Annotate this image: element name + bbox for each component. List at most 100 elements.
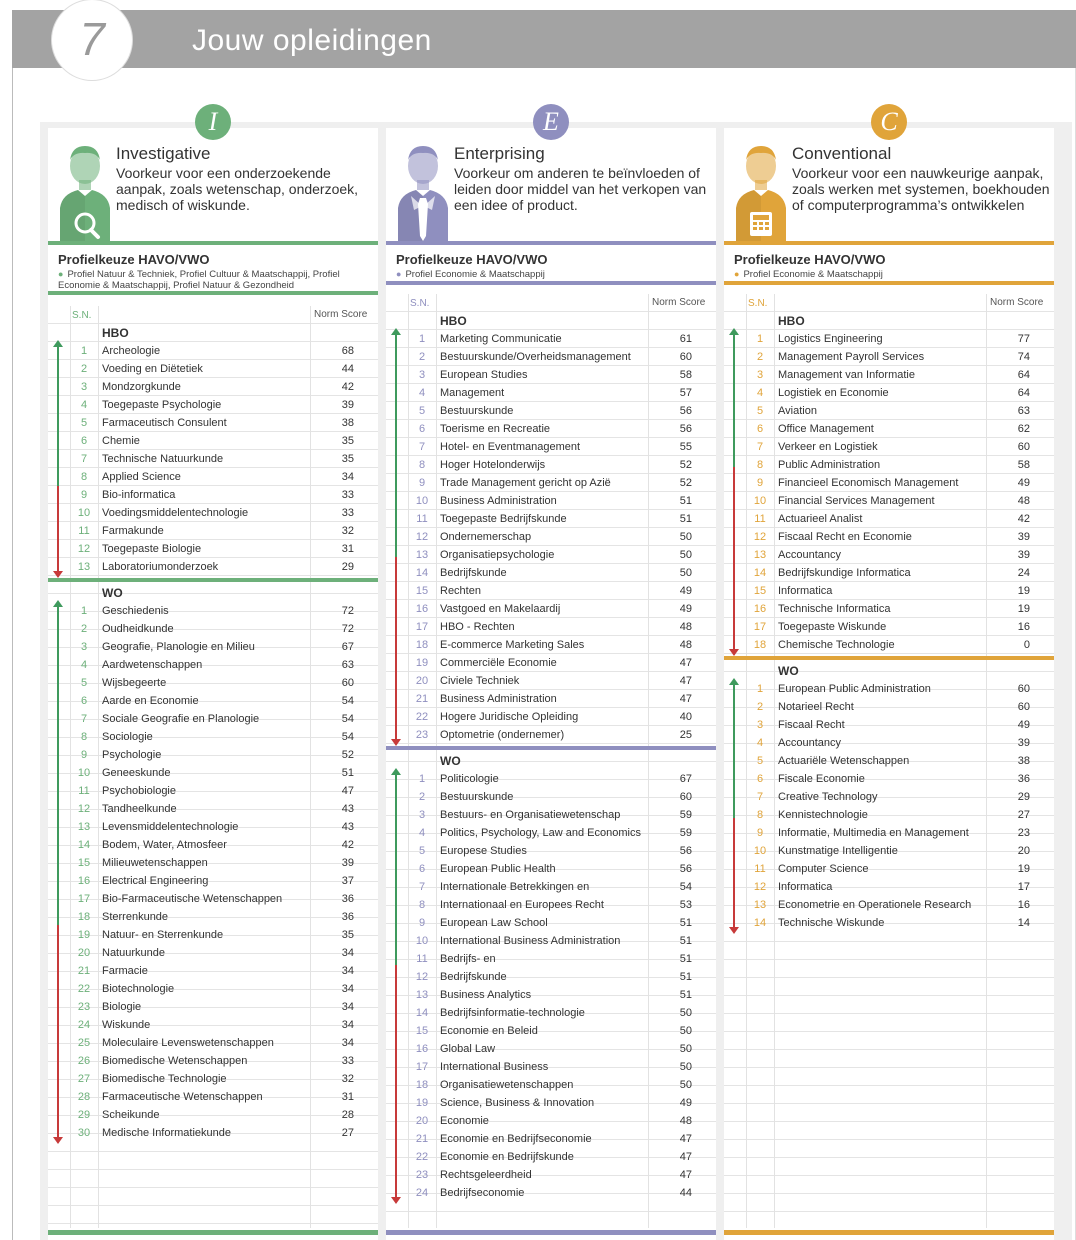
row-number: 16 xyxy=(415,603,429,615)
row-number: 7 xyxy=(756,441,764,453)
table-row: 12 Ondernemerschap 50 xyxy=(386,528,716,546)
table-row: 26 Biomedische Wetenschappen 33 xyxy=(48,1052,378,1070)
table-row: 15 Rechten 49 xyxy=(386,582,716,600)
score-gradient-arrow xyxy=(53,600,63,1144)
program-name: Public Administration xyxy=(778,459,881,471)
row-number: 2 xyxy=(80,623,88,635)
table-row: 23 Biologie 34 xyxy=(48,998,378,1016)
norm-score: 44 xyxy=(679,1187,692,1199)
table-row: 1 Politicologie 67 xyxy=(386,770,716,788)
row-number: 5 xyxy=(418,845,426,857)
row-number: 19 xyxy=(415,657,429,669)
program-name: E-commerce Marketing Sales xyxy=(440,639,585,651)
program-name: Logistics Engineering xyxy=(778,333,883,345)
column-bottom-band xyxy=(386,1230,716,1235)
norm-score: 47 xyxy=(679,693,692,705)
norm-score-header: Norm Score xyxy=(990,297,1044,308)
row-number: 1 xyxy=(418,773,426,785)
row-number: 6 xyxy=(756,773,764,785)
norm-score: 31 xyxy=(341,543,354,555)
sn-header: S.N. xyxy=(410,298,430,309)
norm-score: 34 xyxy=(341,947,354,959)
row-number: 13 xyxy=(77,561,91,573)
program-name: Civiele Techniek xyxy=(440,675,520,687)
table-row: 17 International Business 50 xyxy=(386,1058,716,1076)
row-number: 18 xyxy=(77,911,91,923)
program-name: Econometrie en Operationele Research xyxy=(778,899,972,911)
program-name: Economie en Bedrijfskunde xyxy=(440,1151,574,1163)
profile-list: Profiel Natuur & Techniek, Profiel Cultu… xyxy=(58,269,340,291)
norm-score: 29 xyxy=(1017,791,1030,803)
row-number: 1 xyxy=(418,333,426,345)
program-name: Informatica xyxy=(778,585,833,597)
program-name: Fiscale Economie xyxy=(778,773,865,785)
category-description: Voorkeur om anderen te beïnvloeden of le… xyxy=(454,165,707,213)
norm-score: 60 xyxy=(679,351,692,363)
table-row: 13 Laboratoriumonderzoek 29 xyxy=(48,558,378,576)
table-row: 25 Moleculaire Levenswetenschappen 34 xyxy=(48,1034,378,1052)
program-name: Kunstmatige Intelligentie xyxy=(778,845,898,857)
norm-score: 51 xyxy=(679,513,692,525)
program-name: European Public Health xyxy=(440,863,556,875)
norm-score: 34 xyxy=(341,1019,354,1031)
norm-score: 38 xyxy=(341,417,354,429)
row-number: 4 xyxy=(80,399,88,411)
norm-score: 39 xyxy=(1017,531,1030,543)
row-number: 18 xyxy=(415,1079,429,1091)
norm-score: 36 xyxy=(1017,773,1030,785)
row-number: 12 xyxy=(415,531,429,543)
row-number: 17 xyxy=(77,893,91,905)
row-number: 22 xyxy=(415,711,429,723)
row-number: 17 xyxy=(415,1061,429,1073)
row-number: 8 xyxy=(756,809,764,821)
norm-score: 47 xyxy=(679,1133,692,1145)
row-number: 3 xyxy=(418,809,426,821)
table-row: 3 Bestuurs- en Organisatiewetenschap 59 xyxy=(386,806,716,824)
row-number: 22 xyxy=(415,1151,429,1163)
category-title: Conventional xyxy=(792,144,892,163)
program-name: Toegepaste Bedrijfskunde xyxy=(440,513,567,525)
table-row: 24 Wiskunde 34 xyxy=(48,1016,378,1034)
row-number: 8 xyxy=(80,731,88,743)
row-number: 6 xyxy=(756,423,764,435)
program-name: Bestuurskunde xyxy=(440,405,514,417)
program-name: Informatie, Multimedia en Management xyxy=(778,827,969,839)
score-gradient-arrow xyxy=(729,678,739,934)
program-name: Actuarieel Analist xyxy=(778,513,863,525)
norm-score: 51 xyxy=(679,953,692,965)
norm-score: 27 xyxy=(341,1127,354,1139)
table-row: 24 Bedrijfseconomie 44 xyxy=(386,1184,716,1202)
table-row: 21 Economie en Bedrijfseconomie 47 xyxy=(386,1130,716,1148)
program-name: Politicologie xyxy=(440,773,499,785)
program-name: Geneeskunde xyxy=(102,767,171,779)
program-name: Bestuurskunde/Overheidsmanagement xyxy=(440,351,631,363)
row-number: 14 xyxy=(77,839,91,851)
row-number: 18 xyxy=(415,639,429,651)
row-number: 11 xyxy=(754,513,766,525)
row-number: 11 xyxy=(78,785,90,797)
norm-score: 43 xyxy=(341,821,354,833)
row-number: 4 xyxy=(418,387,426,399)
row-number: 25 xyxy=(77,1037,91,1049)
row-number: 15 xyxy=(753,585,767,597)
profile-description: ● Profiel Economie & Maatschappij xyxy=(396,269,545,280)
table-row: 12 Informatica 17 xyxy=(724,878,1054,896)
table-row: 13 Organisatiepsychologie 50 xyxy=(386,546,716,564)
program-name: Economie en Beleid xyxy=(440,1025,538,1037)
norm-score: 42 xyxy=(1017,513,1030,525)
program-name: Financial Services Management xyxy=(778,495,935,507)
norm-score: 19 xyxy=(1017,863,1030,875)
norm-score: 34 xyxy=(341,1037,354,1049)
program-name: International Business Administration xyxy=(440,935,621,947)
table-row: 2 Bestuurskunde/Overheidsmanagement 60 xyxy=(386,348,716,366)
section-heading: HBO xyxy=(440,314,467,328)
program-name: Mondzorgkunde xyxy=(102,381,181,393)
row-number: 7 xyxy=(418,881,426,893)
table-row: 6 Chemie 35 xyxy=(48,432,378,450)
table-row: 10 Business Administration 51 xyxy=(386,492,716,510)
table xyxy=(386,294,716,1228)
program-name: Internationaal en Europees Recht xyxy=(440,899,604,911)
table-row: 8 Internationaal en Europees Recht 53 xyxy=(386,896,716,914)
norm-score: 50 xyxy=(679,1061,692,1073)
table-row: 5 Actuariële Wetenschappen 38 xyxy=(724,752,1054,770)
